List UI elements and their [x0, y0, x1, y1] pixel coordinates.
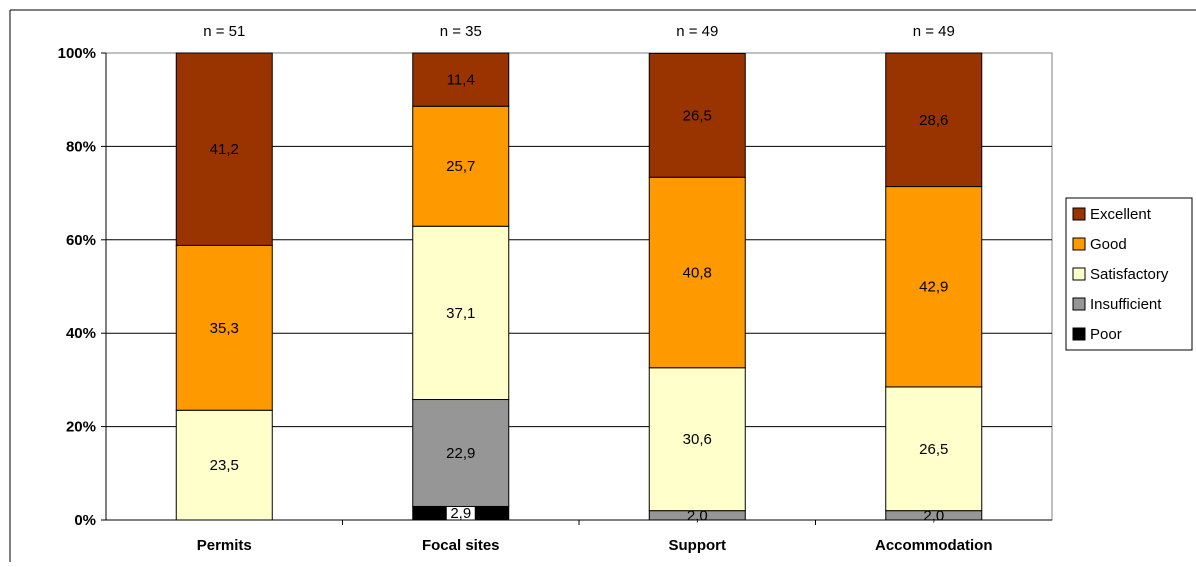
legend-swatch-good [1072, 237, 1086, 251]
sample-size-label: n = 49 [913, 23, 955, 40]
legend-label-excellent: Excellent [1090, 206, 1152, 223]
bar-segment-focal-sites-excellent [412, 52, 510, 107]
y-tick-label: 20% [66, 419, 96, 436]
sample-size-label: n = 49 [676, 23, 718, 40]
data-label: 40,8 [683, 264, 712, 281]
legend-swatch-poor [1072, 327, 1086, 341]
y-tick-label: 0% [74, 512, 96, 529]
data-label: 22,9 [446, 445, 475, 462]
bar-group-focal-sites: 2,9 22,9 37,1 25,7 11,4 [412, 52, 510, 523]
legend-swatch-insufficient [1072, 297, 1086, 311]
sample-size-label: n = 35 [440, 23, 482, 40]
legend-swatch-excellent [1072, 207, 1086, 221]
bar-group-accommodation: 2,026,542,928,6 [885, 52, 983, 524]
bar-segment-permits-good [175, 244, 273, 411]
y-tick-label: 60% [66, 232, 96, 249]
data-label-bg [446, 504, 475, 523]
bar-segment-accommodation-satisfactory [885, 386, 983, 512]
y-tick-label: 40% [66, 325, 96, 342]
data-label: 30,6 [683, 431, 712, 448]
bar-segment-support-satisfactory [648, 367, 746, 512]
legend-label-satisfactory: Satisfactory [1090, 266, 1169, 283]
data-label: 25,7 [446, 158, 475, 175]
sample-size-label: n = 51 [203, 23, 245, 40]
x-tick-label: Accommodation [875, 537, 993, 554]
y-tick-label: 80% [66, 138, 96, 155]
y-tick-label: 100% [58, 45, 96, 62]
x-tick-label: Focal sites [422, 537, 500, 554]
data-label: 35,3 [210, 320, 239, 337]
legend-box [1065, 197, 1193, 351]
bar-segment-focal-sites-satisfactory [412, 225, 510, 401]
x-tick-label: Permits [197, 537, 252, 554]
data-label: 23,5 [210, 457, 239, 474]
legend-label-poor: Poor [1090, 326, 1122, 343]
legend-label-good: Good [1090, 236, 1127, 253]
data-label: 26,5 [919, 441, 948, 458]
data-label: 2,9 [450, 505, 471, 522]
legend-label-insufficient: Insufficient [1090, 296, 1162, 313]
bars: 23,535,341,22,922,937,125,711,42,030,640… [175, 52, 983, 524]
bar-segment-support-excellent [648, 52, 746, 178]
legend-swatch-satisfactory [1072, 267, 1086, 281]
axes: 0% 20% 40% 60% 80% 100% Permits n = 51 Focal sit… [9, 9, 1196, 562]
bar-group-support: 2,030,640,826,5 [648, 52, 746, 524]
data-label: 37,1 [446, 305, 475, 322]
x-tick-label: Support [669, 537, 727, 554]
data-label: 26,5 [683, 107, 712, 124]
bar-segment-accommodation-good [885, 186, 983, 388]
legend: Excellent Good Satisfactory Insufficient Poo… [1065, 197, 1193, 351]
data-label: 28,6 [919, 112, 948, 129]
data-label: 42,9 [919, 279, 948, 296]
bar-segment-permits-excellent [175, 52, 273, 246]
bar-segment-accommodation-excellent [885, 52, 983, 188]
bar-segment-focal-sites-good [412, 105, 510, 227]
bar-group-permits: 23,5 35,3 41,2 [175, 52, 273, 521]
data-label: 11,4 [447, 72, 475, 89]
bar-segment-support-good [648, 176, 746, 369]
data-label: 41,2 [210, 141, 239, 158]
